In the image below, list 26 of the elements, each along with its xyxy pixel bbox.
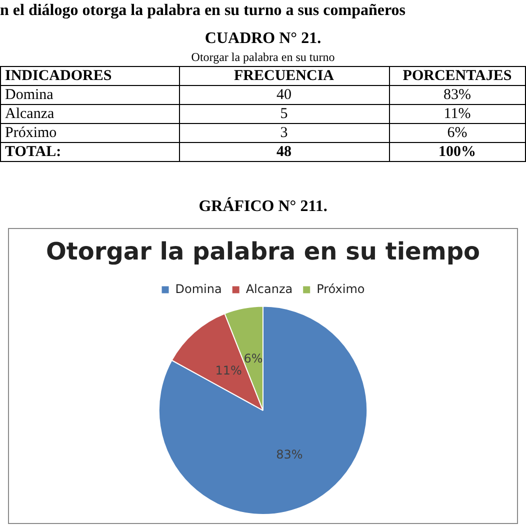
text: 48	[179, 142, 389, 162]
text: Domina	[0, 86, 179, 104]
text: 11%	[389, 104, 526, 124]
data-label: 11%	[215, 363, 242, 378]
legend-label: Alcanza	[246, 282, 293, 296]
text: 6%	[389, 124, 526, 142]
legend-label: Próximo	[316, 282, 365, 296]
data-label: 83%	[276, 447, 303, 462]
text: n el diálogo otorga la palabra en su turno a sus compañeros	[0, 2, 406, 20]
text: 3	[179, 124, 389, 142]
text: Alcanza	[0, 104, 179, 124]
text: PORCENTAJES	[389, 66, 526, 86]
text: CUADRO N° 21.	[204, 30, 322, 48]
text: 83%	[389, 86, 526, 104]
chart-title: Otorgar la palabra en su tiempo	[46, 238, 480, 266]
text: Otorgar la palabra en su turno	[190, 50, 336, 65]
text: 5	[179, 104, 389, 124]
text: 40	[179, 86, 389, 104]
data-label: 6%	[244, 351, 263, 366]
text: INDICADORES	[0, 66, 179, 86]
text: TOTAL:	[0, 142, 179, 162]
text: Próximo	[0, 124, 179, 142]
text: 100%	[389, 142, 526, 162]
text: GRÁFICO N° 211.	[198, 198, 328, 216]
legend-label: Domina	[175, 282, 222, 296]
text: FRECUENCIA	[179, 66, 389, 86]
